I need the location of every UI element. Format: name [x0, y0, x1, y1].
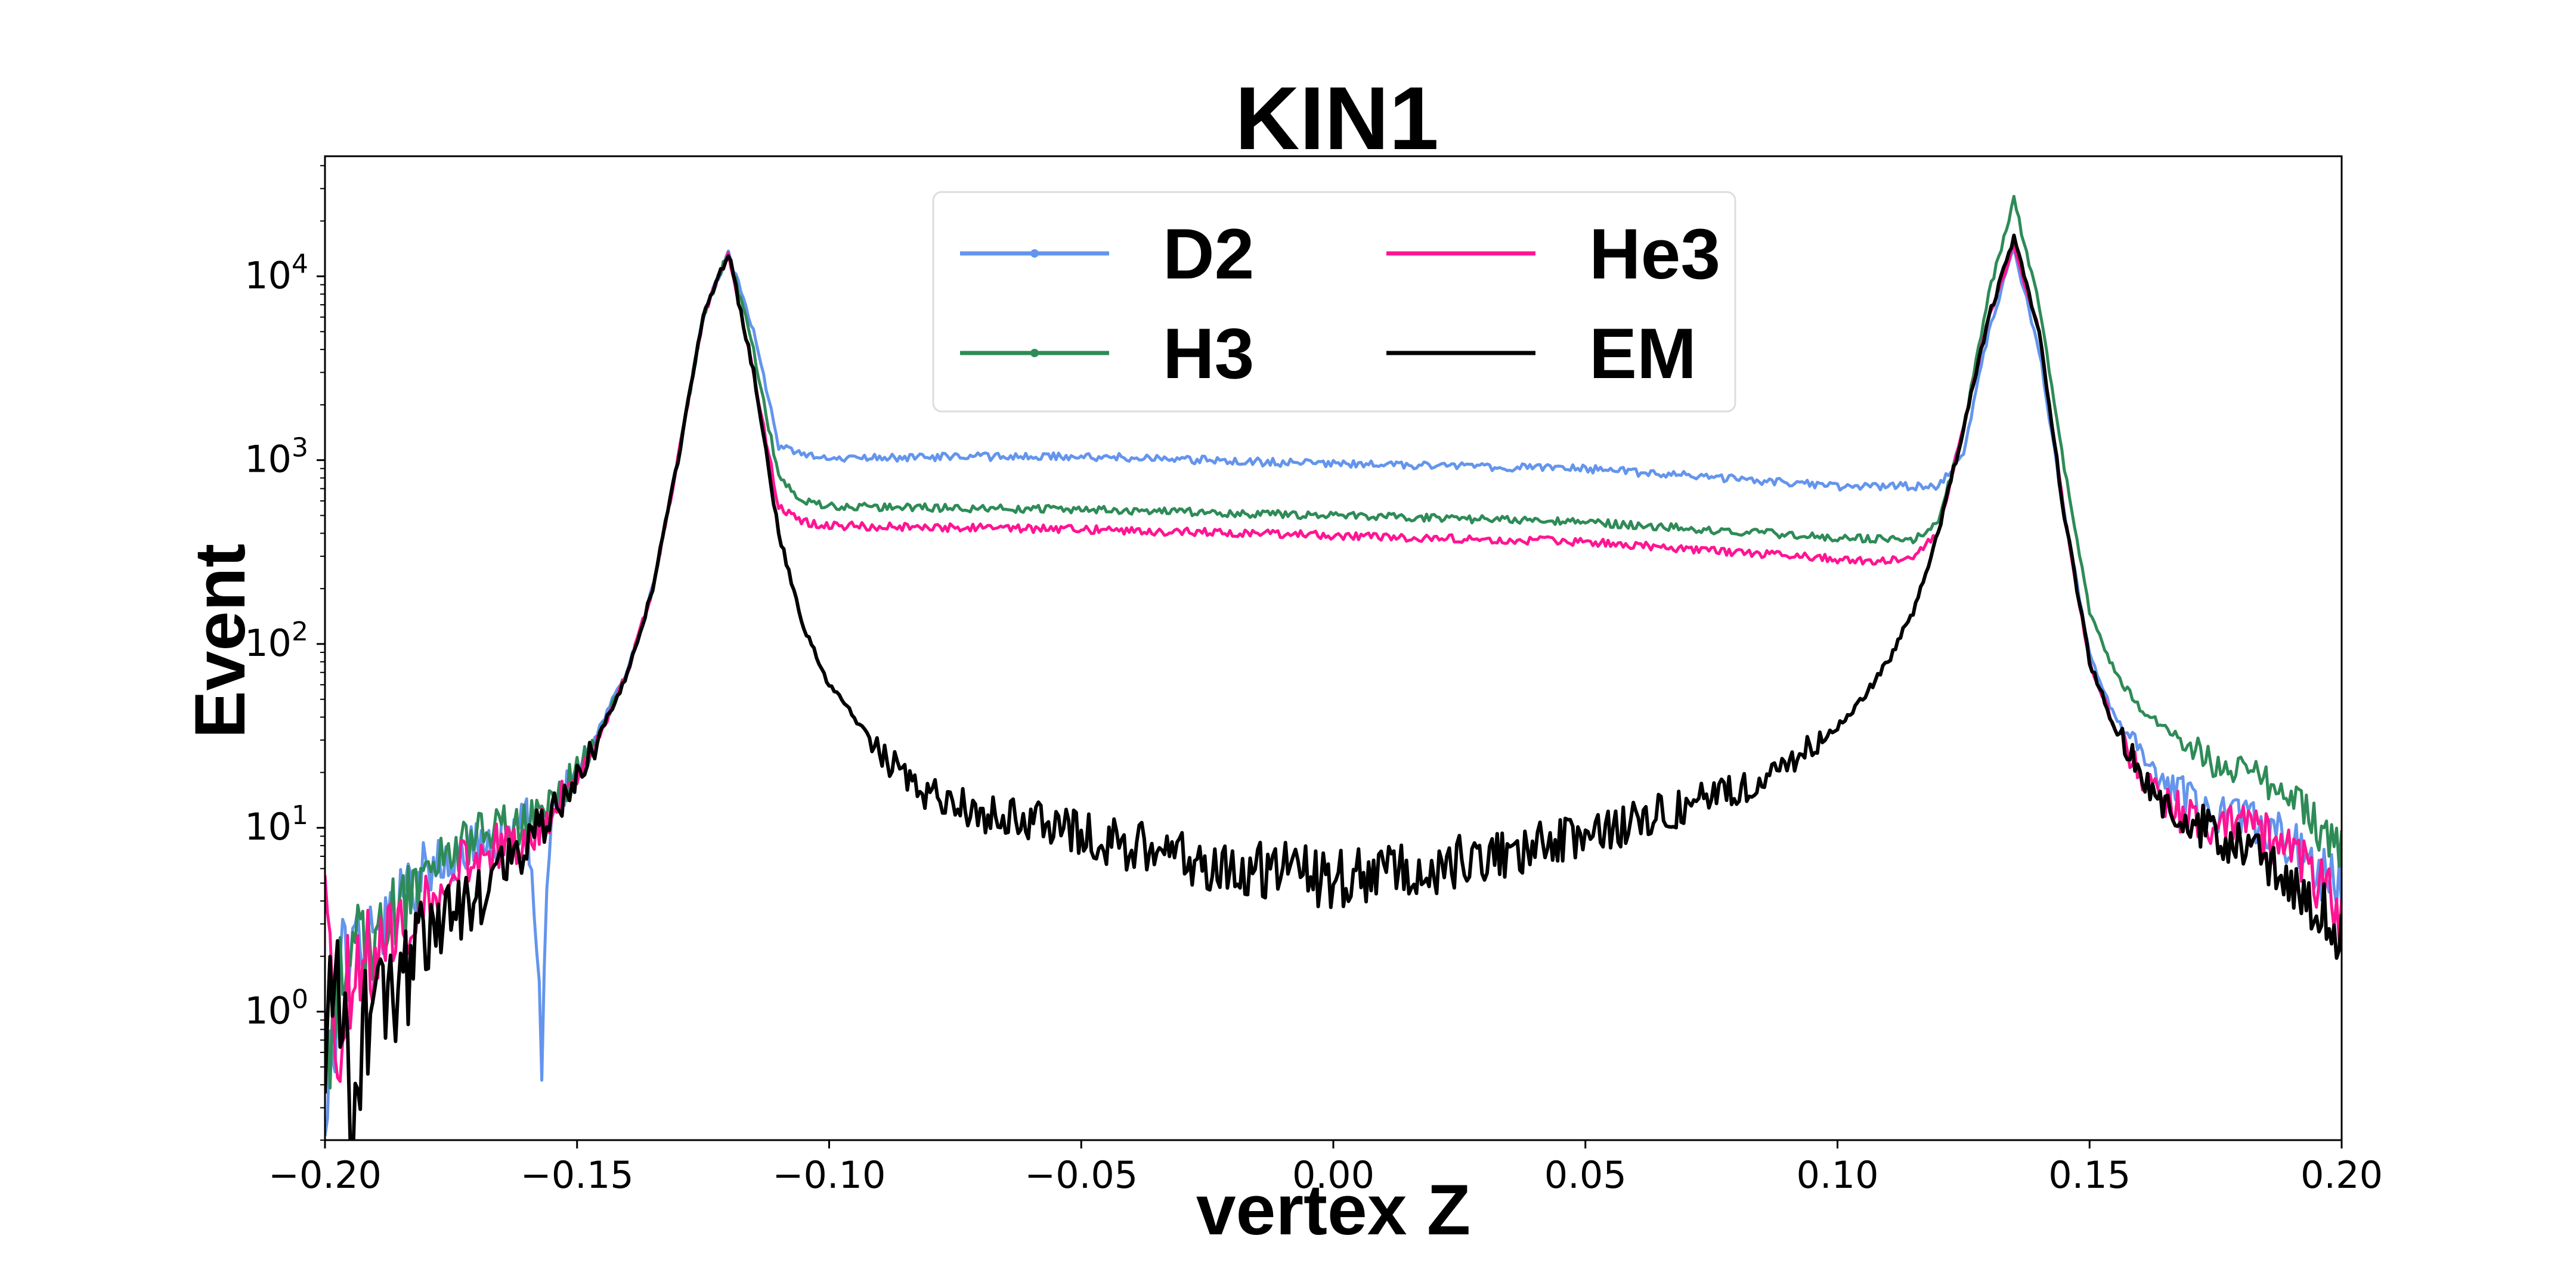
x-axis-label: vertex Z — [1196, 1170, 1470, 1250]
y-tick-label: 102 — [244, 617, 308, 665]
x-tick-label: −0.10 — [773, 1153, 886, 1197]
chart-title: KIN1 — [1235, 68, 1439, 168]
legend-box — [932, 191, 1736, 413]
y-tick-label: 103 — [244, 433, 308, 481]
y-axis: 100 101 102 103 104 — [244, 165, 325, 1141]
series-layer — [325, 194, 2342, 1140]
legend-items: D2 H3 He3 EM — [960, 214, 1720, 394]
legend-label-d2: D2 — [1163, 214, 1254, 294]
legend-label-he3: He3 — [1589, 214, 1720, 294]
x-tick-label: −0.15 — [521, 1153, 634, 1197]
x-tick-label: 0.15 — [2048, 1153, 2131, 1197]
legend-marker-h3 — [1030, 349, 1039, 357]
x-tick-label: −0.20 — [268, 1153, 382, 1197]
x-tick-label: 0.20 — [2301, 1153, 2383, 1197]
x-tick-label: −0.05 — [1024, 1153, 1138, 1197]
y-tick-label: 100 — [244, 984, 308, 1033]
legend: D2 H3 He3 EM — [932, 191, 1736, 413]
x-axis: −0.20 −0.15 −0.10 −0.05 0.00 0.05 0.10 0.15 0.20 — [268, 1140, 2383, 1197]
series-line-em — [325, 233, 2342, 1140]
legend-label-h3: H3 — [1163, 314, 1254, 394]
x-tick-label: 0.00 — [1292, 1153, 1374, 1197]
y-tick-label: 104 — [244, 249, 308, 297]
y-axis-label: Event — [180, 544, 260, 739]
legend-label-em: EM — [1589, 314, 1696, 394]
x-tick-label: 0.10 — [1796, 1153, 1878, 1197]
x-tick-label: 0.05 — [1544, 1153, 1627, 1197]
y-tick-label: 101 — [244, 800, 308, 849]
legend-marker-d2 — [1030, 249, 1039, 258]
